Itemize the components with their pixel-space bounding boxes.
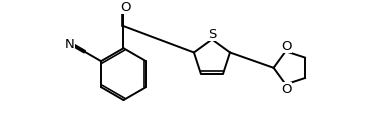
Text: O: O xyxy=(281,83,292,96)
Text: O: O xyxy=(281,40,292,53)
Text: O: O xyxy=(120,1,130,14)
Text: N: N xyxy=(64,38,74,51)
Text: S: S xyxy=(208,28,217,41)
